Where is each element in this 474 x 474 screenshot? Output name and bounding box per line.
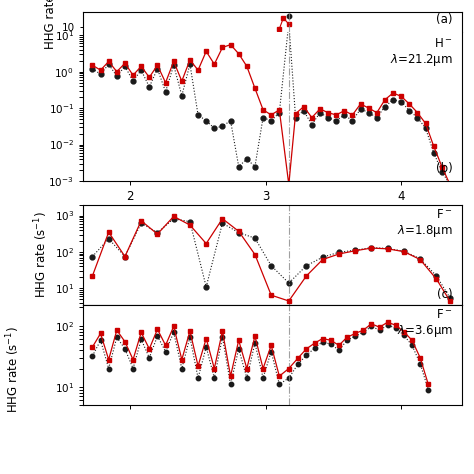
Y-axis label: HHG rate: HHG rate <box>45 0 57 49</box>
Text: (a): (a) <box>436 13 453 26</box>
Text: (c): (c) <box>437 288 453 301</box>
Text: F$^-$
$\lambda$=3.6μm: F$^-$ $\lambda$=3.6μm <box>397 308 453 339</box>
X-axis label: (E$_\Omega$-|E$_0$|)/u$_p$: (E$_\Omega$-|E$_0$|)/u$_p$ <box>237 207 308 225</box>
Text: H$^-$
$\lambda$=21.2μm: H$^-$ $\lambda$=21.2μm <box>390 37 453 68</box>
Text: F$^-$
$\lambda$=1.8μm: F$^-$ $\lambda$=1.8μm <box>397 208 453 239</box>
Y-axis label: HHG rate (s$^{-1}$): HHG rate (s$^{-1}$) <box>33 211 50 298</box>
Text: HHG rate (s$^{-1}$): HHG rate (s$^{-1}$) <box>5 326 22 413</box>
Text: (b): (b) <box>436 162 453 175</box>
